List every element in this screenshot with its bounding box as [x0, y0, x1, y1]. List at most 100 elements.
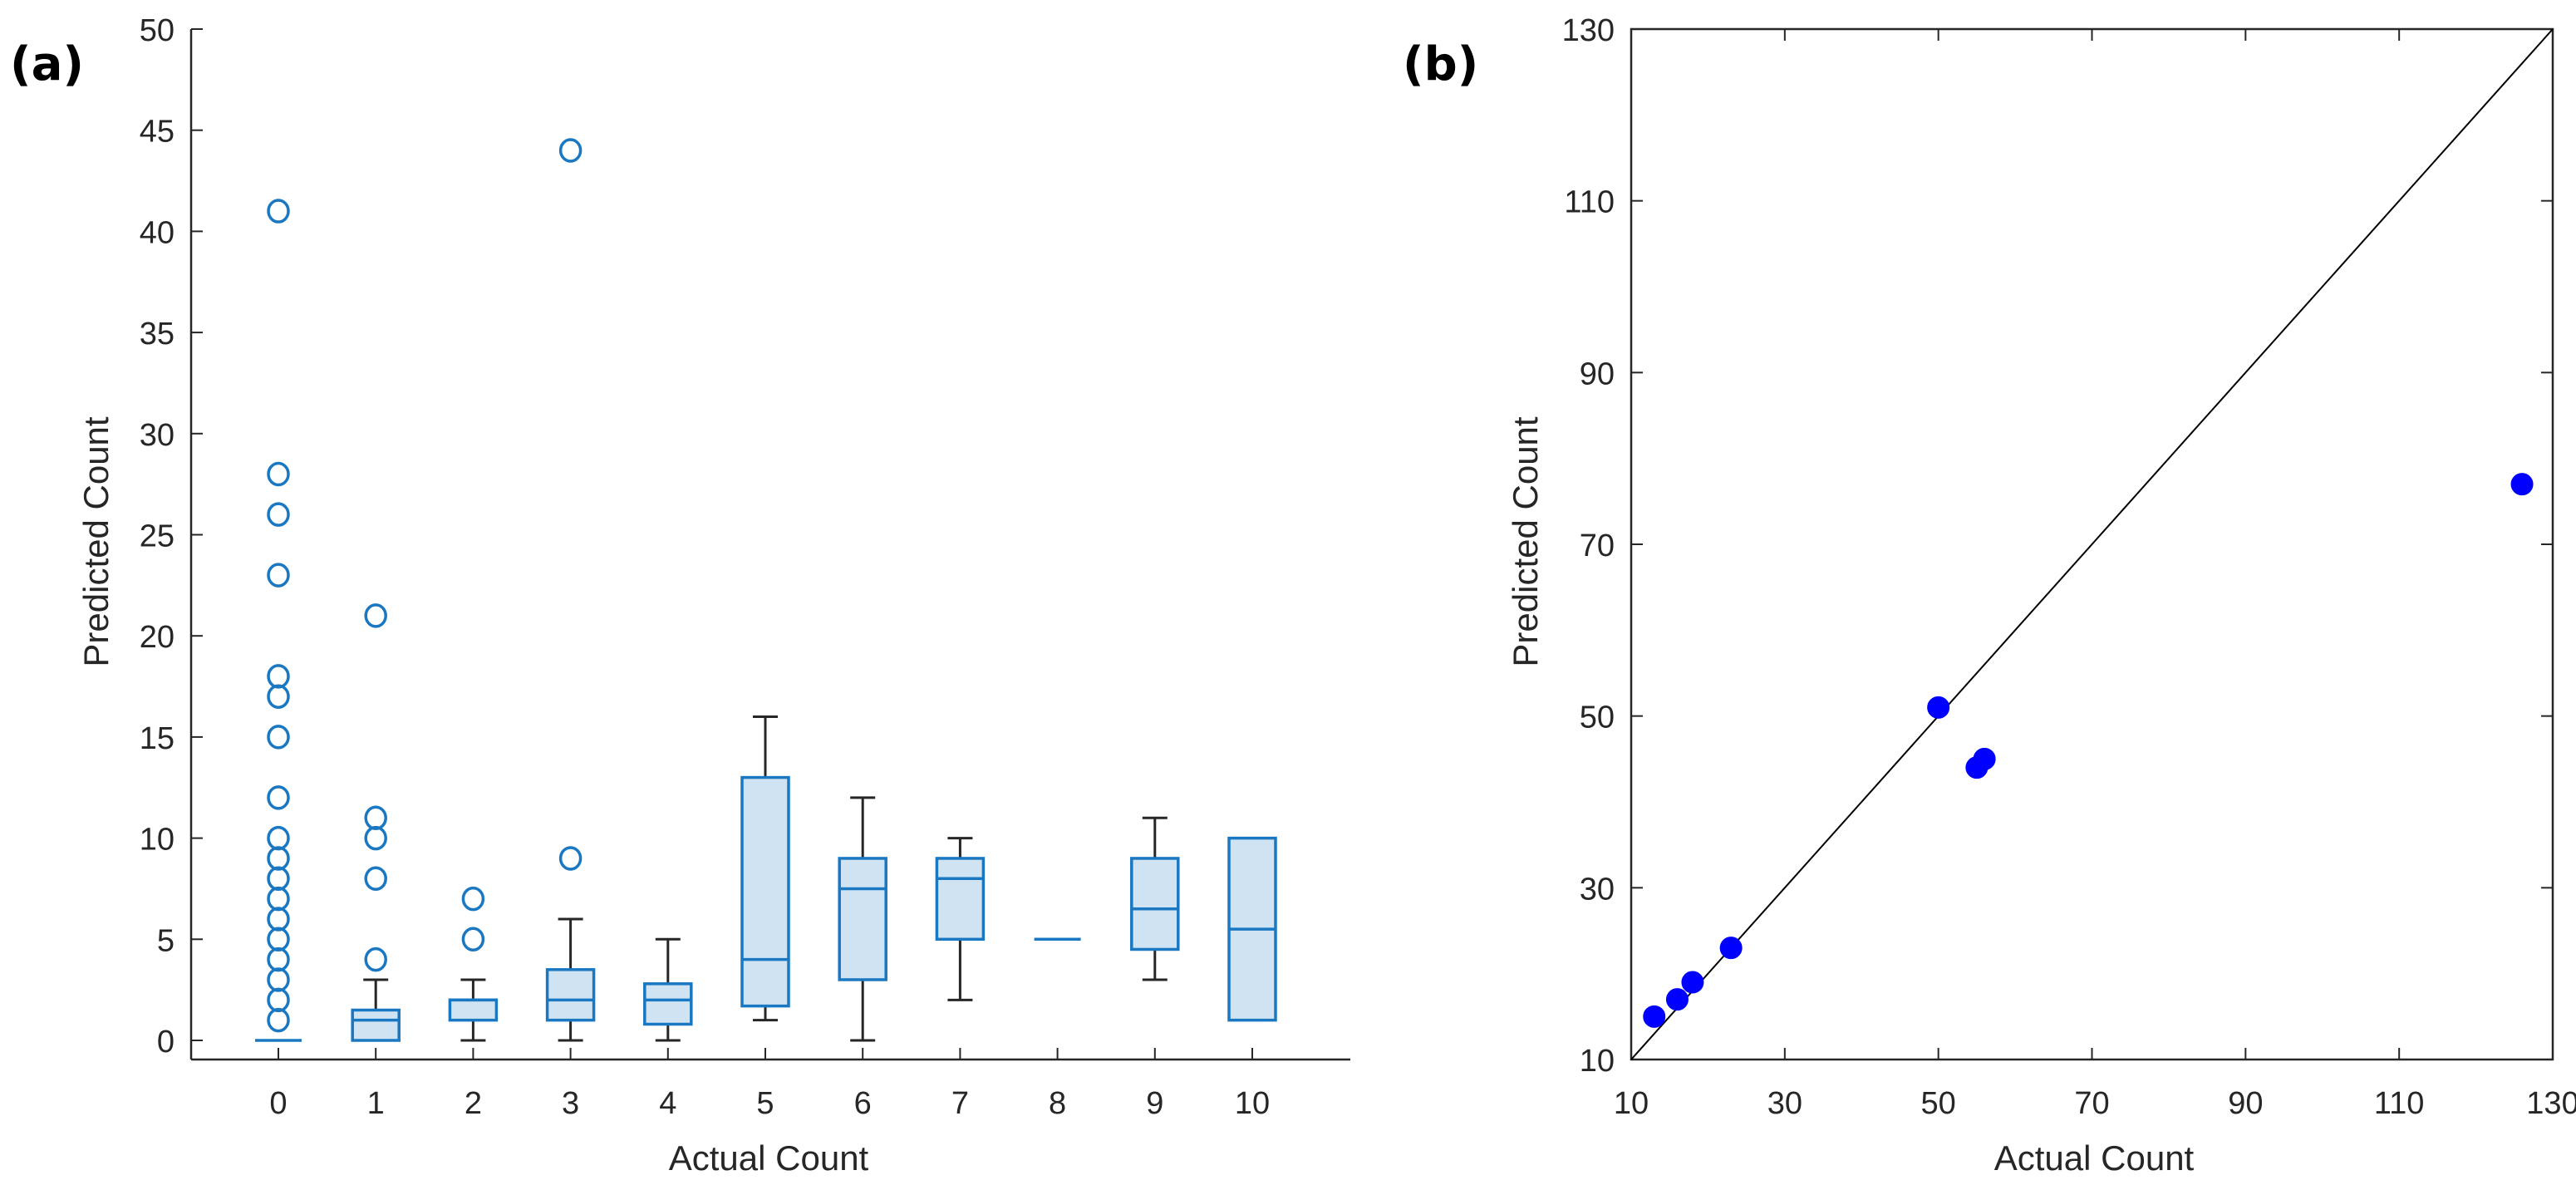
box-iqr	[935, 857, 986, 942]
panel-b-x-tick-label: 130	[2526, 1086, 2576, 1121]
box-iqr	[740, 775, 790, 1008]
scatter-point	[1927, 696, 1950, 719]
outlier-point	[267, 907, 290, 932]
outlier-point	[461, 886, 485, 912]
scatter-point	[1681, 971, 1704, 994]
panel-a-x-tick-label: 9	[1146, 1086, 1163, 1121]
panel-a-y-tick-label: 30	[140, 418, 175, 453]
panel-b-plot-area: 10 30 50 70 90 110 130 10 30 50 70 90 110 130	[1562, 13, 2576, 1121]
panel-a-x-tick-label: 8	[1049, 1086, 1066, 1121]
panel-a-y-tick-label: 15	[140, 721, 175, 756]
panel-a-x-tick-label: 6	[854, 1086, 872, 1121]
outlier-point	[364, 603, 387, 628]
panel-a-x-tick-label: 0	[269, 1086, 287, 1121]
scatter-point	[1643, 1005, 1666, 1028]
panel-a-y-tick-label: 20	[140, 620, 175, 655]
panel-b-y-axis-label: Predicted Count	[1506, 416, 1545, 667]
outlier-point	[267, 987, 290, 1013]
panel-a-x-tick-label: 3	[562, 1086, 579, 1121]
box-group-9	[1130, 816, 1180, 981]
panel-a-x-tick-label: 10	[1235, 1086, 1270, 1121]
panel-a-x-tick-label: 2	[465, 1086, 482, 1121]
box-iqr	[643, 982, 693, 1026]
outlier-point	[267, 684, 290, 709]
panel-b-y-tick-label: 30	[1580, 872, 1615, 907]
box-group-4	[643, 937, 693, 1042]
outlier-point	[267, 785, 290, 810]
panel-a-y-tick-label: 25	[140, 519, 175, 554]
outlier-point	[267, 461, 290, 487]
outlier-point	[267, 927, 290, 952]
box-iqr	[545, 968, 596, 1022]
outlier-point	[267, 502, 290, 527]
box-group-6	[838, 796, 887, 1042]
panel-b-y-tick-label: 70	[1580, 529, 1615, 563]
outlier-point	[267, 866, 290, 892]
outlier-point	[267, 967, 290, 992]
box-group-10	[1227, 836, 1277, 1022]
outlier-point	[364, 805, 387, 831]
panel-b-y-tick-label: 110	[1564, 185, 1615, 220]
panel-a-y-tick-label: 10	[140, 823, 175, 858]
outlier-point	[267, 563, 290, 588]
outlier-point	[558, 846, 583, 871]
panel-a-y-tick-label: 5	[157, 923, 175, 958]
box-group-5	[740, 715, 790, 1022]
box-group-3	[545, 138, 596, 1042]
panel-a-label: (a)	[10, 37, 84, 91]
box-group-1	[351, 603, 401, 1042]
box-iqr	[1130, 857, 1180, 951]
outlier-point	[267, 664, 290, 689]
panel-a-y-axis-label: Predicted Count	[76, 416, 116, 667]
panel-a-x-tick-label: 5	[756, 1086, 774, 1121]
scatter-point	[2510, 473, 2534, 496]
box-iqr	[351, 1008, 401, 1042]
outlier-point	[267, 725, 290, 750]
outlier-point	[364, 946, 387, 972]
panel-b-y-tick-label: 90	[1580, 356, 1615, 391]
outlier-point	[558, 138, 583, 163]
scatter-point	[1973, 747, 1996, 770]
panel-b-x-tick-label: 90	[2228, 1086, 2263, 1121]
scatter-point	[1665, 988, 1689, 1011]
panel-b-x-axis-label: Actual Count	[1994, 1138, 2195, 1178]
panel-a-y-tick-label: 0	[157, 1025, 175, 1060]
panel-a-x-tick-label: 1	[367, 1086, 385, 1121]
panel-a-y-tick-label: 50	[140, 13, 175, 48]
panel-b-label: (b)	[1403, 37, 1478, 91]
outlier-point	[267, 825, 290, 851]
panel-b-x-tick-label: 10	[1614, 1086, 1649, 1121]
panel-a-x-tick-label: 7	[951, 1086, 969, 1121]
panel-b-y-tick-label: 50	[1580, 701, 1615, 735]
box-iqr	[838, 857, 887, 981]
outlier-point	[267, 846, 290, 871]
outlier-point	[364, 866, 387, 892]
panel-a-y-tick-label: 45	[140, 115, 175, 150]
box-group-7	[935, 837, 986, 1001]
panel-b-scatter-plot: (b) 10 30 50 70 90 110 130 10 30 50 70 90 110 130 Act…	[1403, 13, 2576, 1178]
panel-b-x-tick-label: 110	[2374, 1086, 2425, 1121]
outlier-point	[267, 199, 290, 224]
outlier-point	[267, 886, 290, 912]
panel-b-x-tick-label: 30	[1767, 1086, 1802, 1121]
panel-a-y-tick-label: 40	[140, 215, 175, 250]
outlier-point	[267, 1007, 290, 1033]
outlier-point	[364, 825, 387, 851]
panel-a-y-tick-label: 35	[140, 317, 175, 352]
scatter-point	[1719, 937, 1743, 960]
panel-b-y-tick-label: 130	[1562, 13, 1615, 48]
outlier-point	[267, 946, 290, 972]
panel-b-x-tick-label: 70	[2074, 1086, 2109, 1121]
box-iqr	[448, 998, 499, 1022]
panel-a-x-tick-label: 4	[659, 1086, 676, 1121]
panel-b-x-tick-label: 50	[1921, 1086, 1956, 1121]
box-group-0	[255, 199, 302, 1042]
outlier-point	[461, 927, 485, 952]
identity-reference-line	[1630, 28, 2554, 1060]
box-group-2	[448, 886, 499, 1042]
panel-a-x-axis-label: Actual Count	[669, 1138, 869, 1178]
panel-b-y-tick-label: 10	[1580, 1044, 1615, 1079]
